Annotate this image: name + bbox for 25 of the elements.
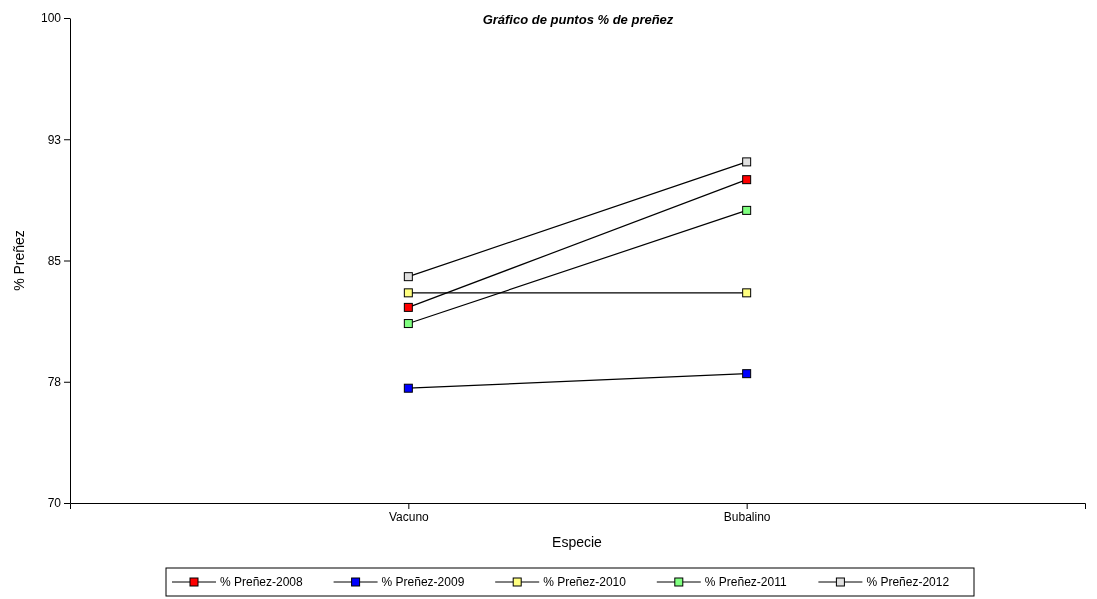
y-tick-label: 93 — [47, 132, 62, 147]
point — [742, 288, 752, 298]
legend-label: % Preñez-2010 — [543, 575, 627, 589]
chart-title: Gráfico de puntos % de preñez — [482, 12, 674, 27]
point — [403, 319, 413, 329]
x-tick-label: Vacuno — [388, 509, 430, 524]
point — [403, 302, 413, 312]
point — [742, 205, 752, 215]
legend-label: % Preñez-2009 — [381, 575, 465, 589]
y-tick-label: 78 — [47, 375, 62, 390]
legend-label: % Preñez-2011 — [704, 575, 787, 589]
point — [403, 288, 413, 298]
legend-label: % Preñez-2008 — [220, 575, 304, 589]
point — [403, 272, 413, 282]
x-tick-label: Bubalino — [723, 509, 771, 524]
y-tick-label: 100 — [40, 11, 62, 26]
point — [742, 175, 752, 185]
point — [403, 383, 413, 393]
y-axis-title: % Preñez — [11, 230, 27, 291]
x-axis-title: Especie — [552, 534, 603, 550]
point — [742, 369, 752, 379]
legend-label: % Preñez-2012 — [866, 575, 950, 589]
y-tick-label: 85 — [47, 253, 62, 268]
y-tick-label: 70 — [47, 496, 62, 511]
point — [742, 157, 752, 167]
